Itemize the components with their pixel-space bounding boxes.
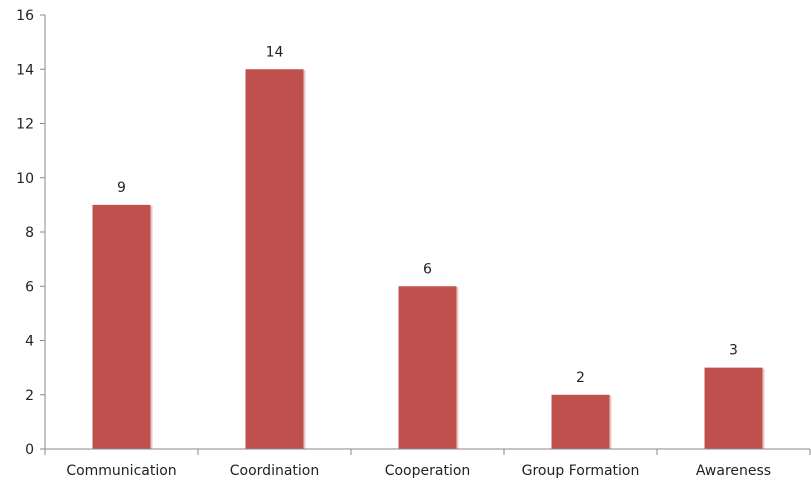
bars-group <box>92 69 765 449</box>
x-tick-label: Coordination <box>230 463 319 479</box>
x-axis-ticks <box>44 449 811 455</box>
bar-communication <box>92 204 151 449</box>
y-tick-label: 0 <box>25 442 34 458</box>
y-tick-label: 6 <box>25 279 34 295</box>
data-label: 9 <box>117 180 126 196</box>
x-tick-label: Awareness <box>696 463 771 479</box>
bar-group-formation <box>551 394 610 449</box>
y-tick-label: 10 <box>16 171 34 187</box>
data-label: 2 <box>576 370 585 386</box>
y-tick-label: 16 <box>16 8 34 24</box>
y-tick-label: 12 <box>16 117 34 133</box>
x-axis-labels: Communication Coordination Cooperation Grou… <box>66 463 771 479</box>
bar-coordination <box>245 69 304 449</box>
y-tick-label: 8 <box>25 225 34 241</box>
x-tick-label: Cooperation <box>385 463 471 479</box>
y-tick-label: 14 <box>16 62 34 78</box>
bar-cooperation <box>398 286 457 449</box>
x-tick-label: Group Formation <box>522 463 640 479</box>
y-axis-ticks: 0 2 4 6 8 10 12 14 16 <box>16 8 45 458</box>
y-tick-label: 2 <box>25 388 34 404</box>
y-tick-label: 4 <box>25 334 34 350</box>
data-labels-group: 9 14 6 2 3 <box>117 44 738 386</box>
data-label: 14 <box>266 44 284 60</box>
data-label: 6 <box>423 261 432 277</box>
x-tick-label: Communication <box>66 463 176 479</box>
bar-awareness <box>704 367 763 449</box>
data-label: 3 <box>729 343 738 359</box>
